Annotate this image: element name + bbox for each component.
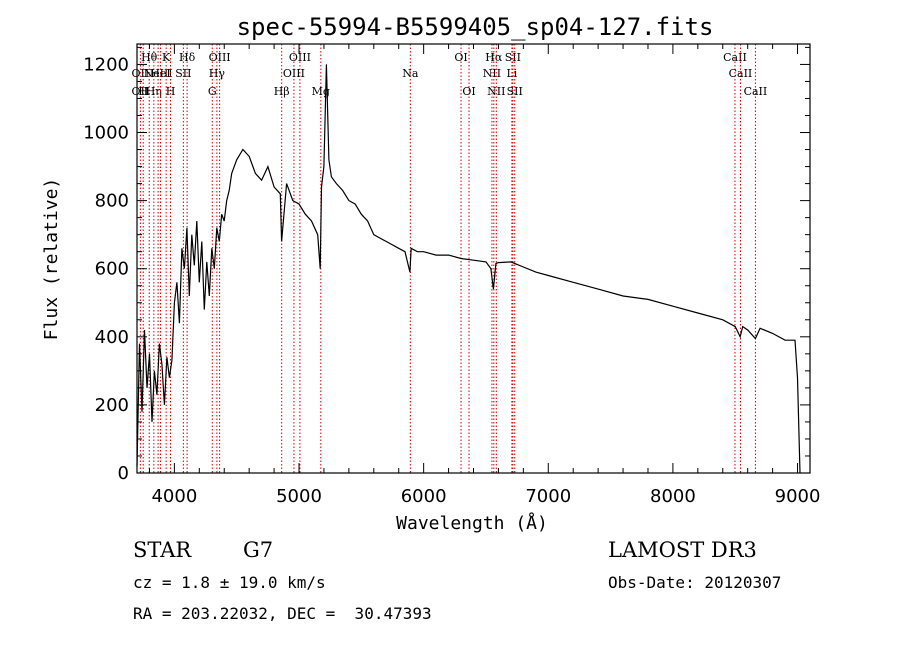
spectral-line-label: NII xyxy=(487,85,505,98)
y-tick-label: 1200 xyxy=(83,54,129,75)
spectral-line-label: CaII xyxy=(744,85,768,98)
spectral-line-label: Hγ xyxy=(209,67,226,80)
spectral-line-label: Hη xyxy=(146,85,162,98)
chart-title: spec-55994-B5599405_sp04-127.fits xyxy=(237,13,714,41)
spectral-line-label: Hβ xyxy=(274,85,290,98)
spectral-line-label: NeIII xyxy=(143,67,172,80)
spectral-line-label: OI xyxy=(454,51,467,64)
y-tick-label: 400 xyxy=(95,327,129,348)
x-tick-label: 7000 xyxy=(525,486,571,507)
spectral-line-label: OII xyxy=(132,85,150,98)
spectral-line-markers: OIIOIIHHθHηNeIIIHeIKHSIIHδGHγOIIIHβOIIIO… xyxy=(132,44,768,473)
spectral-line-label: SII xyxy=(505,51,521,64)
x-axis-label: Wavelength (Å) xyxy=(396,512,548,534)
spectral-line-label: Hα xyxy=(485,51,503,64)
spectral-line-label: CaII xyxy=(729,67,753,80)
spectral-line-label: NII xyxy=(483,67,501,80)
x-tick-label: 9000 xyxy=(775,486,821,507)
object-type: STAR xyxy=(133,538,192,562)
spectral-line-label: H xyxy=(166,85,176,98)
spectral-line-label: Hδ xyxy=(179,51,196,64)
subclass: G7 xyxy=(243,538,274,562)
plot-frame xyxy=(136,43,811,474)
spectral-line-label: G xyxy=(208,85,217,98)
x-axis: 4000 5000 6000 7000 8000 9000 xyxy=(148,44,821,507)
spectral-line-label: Li xyxy=(506,67,517,80)
spectral-line-label: OIII xyxy=(283,67,305,80)
x-tick-label: 8000 xyxy=(650,486,696,507)
spectral-line-label: Hθ xyxy=(141,51,158,64)
spectral-line-label: CaII xyxy=(723,51,747,64)
spectral-line-label: SII xyxy=(507,85,523,98)
observation-date: Obs-Date: 20120307 xyxy=(608,573,782,592)
spectral-line-label: K xyxy=(162,51,171,64)
x-tick-label: 6000 xyxy=(401,486,447,507)
y-tick-label: 200 xyxy=(95,395,129,416)
spectral-line-label: HeI xyxy=(150,67,170,80)
spectral-line-label: Na xyxy=(402,67,419,80)
y-tick-label: 800 xyxy=(95,191,129,212)
y-tick-label: 1000 xyxy=(83,123,129,144)
x-tick-label: 4000 xyxy=(151,486,197,507)
redshift-cz: cz = 1.8 ± 19.0 km/s xyxy=(133,573,326,592)
spectral-line-label: OI xyxy=(462,85,475,98)
spectral-line-label: OIII xyxy=(209,51,231,64)
y-axis-label: Flux (relative) xyxy=(41,178,62,341)
survey-name: LAMOST DR3 xyxy=(608,538,757,562)
spectral-line-label: OIII xyxy=(289,51,311,64)
spectrum-line xyxy=(136,64,801,474)
y-tick-label: 0 xyxy=(118,463,129,484)
ra-dec: RA = 203.22032, DEC = 30.47393 xyxy=(133,604,432,623)
x-tick-label: 5000 xyxy=(276,486,322,507)
y-axis: 0 200 400 600 800 1000 1200 xyxy=(83,46,810,484)
spectral-line-label: SII xyxy=(175,67,191,80)
y-tick-label: 600 xyxy=(95,259,129,280)
spectral-line-label: OII xyxy=(132,67,150,80)
spectral-line-label: H xyxy=(138,85,148,98)
